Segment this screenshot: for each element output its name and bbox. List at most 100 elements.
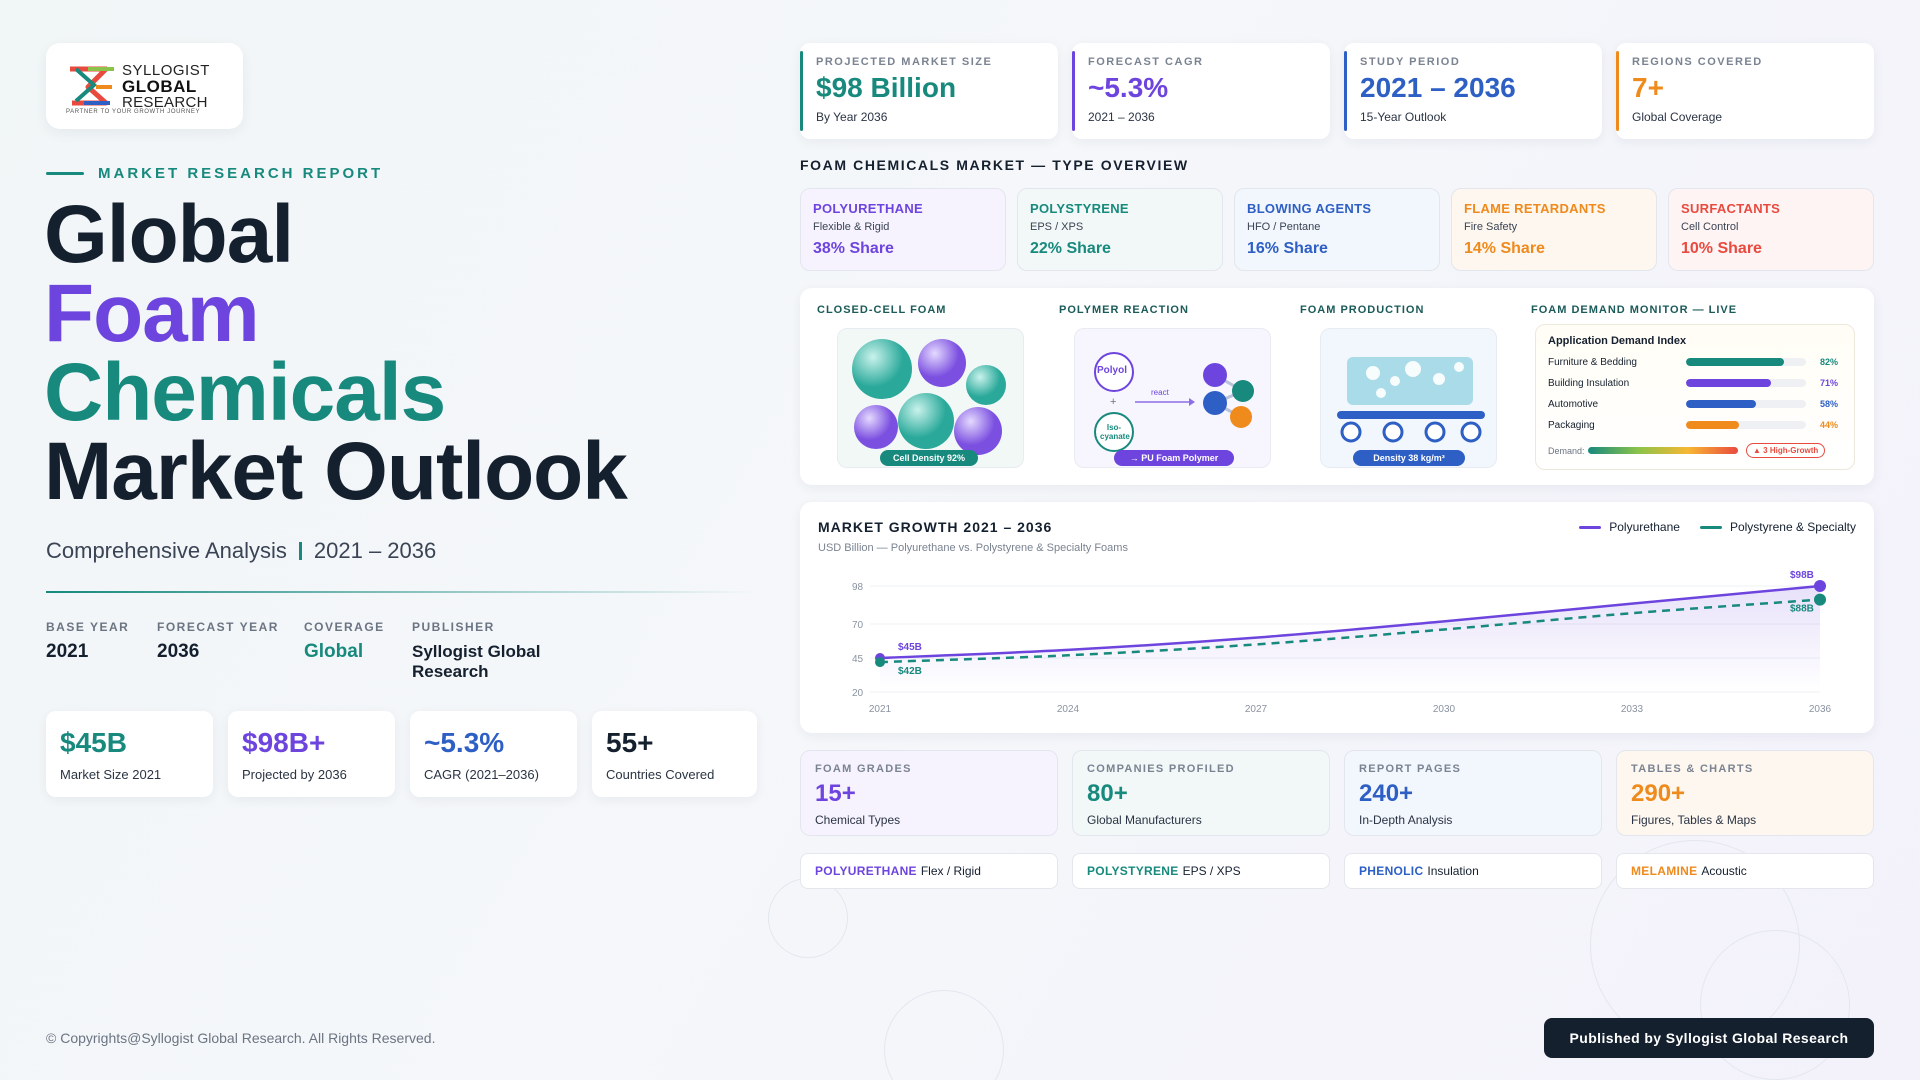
category-tag[interactable]: POLYURETHANE Flex / Rigid <box>800 853 1058 889</box>
card-accent <box>1616 51 1619 131</box>
pu-polymer-icon <box>1203 363 1254 428</box>
area-polyurethane <box>880 586 1820 692</box>
legend-label: Polyurethane <box>1609 520 1680 534</box>
top-card-label: 2021 – 2036 <box>1088 110 1155 124</box>
foam-conveyor-icon <box>1337 357 1485 443</box>
category-tag[interactable]: POLYSTYRENE EPS / XPS <box>1072 853 1330 889</box>
series-line-polyurethane <box>879 584 1821 660</box>
type-desc: HFO / Pentane <box>1247 221 1321 233</box>
stat-card: REPORT PAGES 240+ In-Depth Analysis <box>1344 750 1602 836</box>
logo-text-line2: GLOBAL <box>122 76 197 96</box>
top-card-key: STUDY PERIOD <box>1360 56 1461 68</box>
demand-monitor: Application Demand Index Furniture & Bed… <box>1535 324 1855 470</box>
legend-item-polystyrene: Polystyrene & Specialty <box>1699 520 1856 534</box>
top-card-label: 15-Year Outlook <box>1360 110 1447 124</box>
meta-value: 2021 <box>46 641 89 662</box>
x-tick-label: 2024 <box>1057 704 1080 715</box>
data-label-start: $45B <box>898 642 922 653</box>
stat-key: COMPANIES PROFILED <box>1087 763 1235 775</box>
card-accent <box>1072 51 1075 131</box>
demand-row-fill <box>1686 421 1739 429</box>
reaction-illustration: Polyol Iso-cyanate + react → PU Foam Pol… <box>1074 328 1271 468</box>
kpi-label: CAGR (2021–2036) <box>424 767 539 782</box>
x-tick-label: 2027 <box>1245 704 1268 715</box>
top-card-value: $98 Billion <box>816 72 957 103</box>
top-stat-card: STUDY PERIOD 2021 – 2036 15-Year Outlook <box>1344 43 1602 139</box>
card-accent <box>1344 51 1347 131</box>
production-heading: FOAM PRODUCTION <box>1300 304 1425 316</box>
meta-publisher: PUBLISHER Syllogist Global Research <box>412 620 572 682</box>
demand-row-track <box>1686 358 1806 366</box>
hero-title-line4: Market Outlook <box>44 426 628 517</box>
meta-key: PUBLISHER <box>412 620 495 634</box>
tag-name: PHENOLIC <box>1359 864 1424 878</box>
type-desc: EPS / XPS <box>1030 221 1084 233</box>
demand-row-label: Building Insulation <box>1548 377 1630 389</box>
demand-row-pct: 44% <box>1820 420 1839 430</box>
demand-row: Automotive 58% <box>1548 398 1842 410</box>
data-label-start: $42B <box>898 666 922 677</box>
kpi-card: 55+ Countries Covered <box>592 711 757 797</box>
category-tag[interactable]: MELAMINE Acoustic <box>1616 853 1874 889</box>
isocyanate-molecule-icon <box>1094 412 1134 452</box>
top-card-value: 2021 – 2036 <box>1360 72 1516 103</box>
demand-row-label: Automotive <box>1548 398 1599 410</box>
top-card-key: PROJECTED MARKET SIZE <box>816 56 993 68</box>
cell-density-pill: Cell Density 92% <box>880 450 978 466</box>
kpi-card: $45B Market Size 2021 <box>46 711 213 797</box>
top-stat-card: FORECAST CAGR ~5.3% 2021 – 2036 <box>1072 43 1330 139</box>
demand-row: Packaging 44% <box>1548 419 1842 431</box>
chart-subtitle: USD Billion — Polyurethane vs. Polystyre… <box>818 542 1128 554</box>
type-name: SURFACTANTS <box>1681 201 1781 216</box>
stat-key: FOAM GRADES <box>815 763 912 775</box>
closed-cell-illustration: Cell Density 92% <box>837 328 1024 468</box>
kpi-label: Projected by 2036 <box>242 767 347 782</box>
demand-label: Demand: <box>1548 445 1585 456</box>
hero-title-line2: Foam <box>44 268 260 359</box>
tag-name: POLYSTYRENE <box>1087 864 1179 878</box>
meta-value: 2036 <box>157 641 200 662</box>
kpi-label: Market Size 2021 <box>60 767 162 782</box>
type-desc: Flexible & Rigid <box>813 221 890 233</box>
foam-cells-icon <box>852 339 1006 455</box>
demand-row-fill <box>1686 358 1785 366</box>
data-point-end <box>1814 593 1826 606</box>
legend-label: Polystyrene & Specialty <box>1729 520 1856 534</box>
data-point-start <box>875 657 885 668</box>
demand-row: Building Insulation 71% <box>1548 377 1842 389</box>
high-growth-badge: ▲ 3 High-Growth <box>1746 443 1826 458</box>
eyebrow-accent-bar <box>46 172 84 175</box>
type-share: 38% Share <box>813 240 894 257</box>
series-line-polystyrene <box>879 598 1821 664</box>
stat-value: 15+ <box>815 780 856 807</box>
chart-plot: 20 45 70 98 2021 2024 2027 2030 2033 2036 $45B $98B… <box>852 570 1832 715</box>
type-overview-title: FOAM CHEMICALS MARKET — TYPE OVERVIEW <box>800 157 1189 173</box>
type-name: FLAME RETARDANTS <box>1464 201 1606 216</box>
meta-key: FORECAST YEAR <box>157 620 279 634</box>
eyebrow-text: MARKET RESEARCH REPORT <box>98 165 384 182</box>
stat-card: FOAM GRADES 15+ Chemical Types <box>800 750 1058 836</box>
tag-desc: Flex / Rigid <box>920 864 981 878</box>
density-pill: Density 38 kg/m³ <box>1353 450 1465 466</box>
meta-key: COVERAGE <box>304 620 385 634</box>
stat-label: Chemical Types <box>815 813 901 827</box>
category-tag[interactable]: PHENOLIC Insulation <box>1344 853 1602 889</box>
y-tick-label: 45 <box>852 654 864 665</box>
top-stat-card: PROJECTED MARKET SIZE $98 Billion By Yea… <box>800 43 1058 139</box>
demand-gradient-bar <box>1588 447 1738 454</box>
stat-card: TABLES & CHARTS 290+ Figures, Tables & Map… <box>1616 750 1874 836</box>
pu-polymer-pill: → PU Foam Polymer <box>1114 450 1234 466</box>
decorative-circle <box>768 878 848 958</box>
kpi-value: $45B <box>60 727 127 758</box>
kpi-value: $98B+ <box>242 727 326 758</box>
demand-row-track <box>1686 379 1806 387</box>
type-name: POLYURETHANE <box>813 201 924 216</box>
top-stat-card: REGIONS COVERED 7+ Global Coverage <box>1616 43 1874 139</box>
kpi-value: ~5.3% <box>424 727 505 758</box>
kpi-label: Countries Covered <box>606 767 715 782</box>
stat-card: COMPANIES PROFILED 80+ Global Manufacturer… <box>1072 750 1330 836</box>
kpi-card: ~5.3% CAGR (2021–2036) <box>410 711 577 797</box>
demand-monitor-heading: FOAM DEMAND MONITOR — LIVE <box>1531 304 1738 316</box>
demand-row-label: Packaging <box>1548 419 1595 431</box>
publisher-button[interactable]: Published by Syllogist Global Research <box>1544 1018 1874 1058</box>
